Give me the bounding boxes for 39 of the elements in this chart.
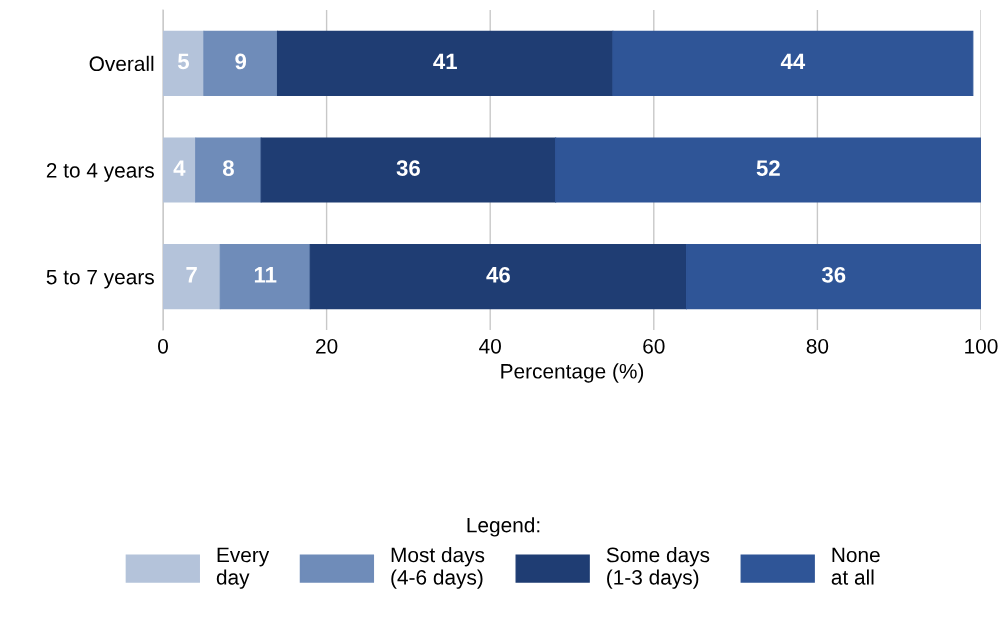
data-label: 8 (222, 160, 234, 176)
legend-label: None at all (831, 547, 880, 585)
data-label: 44 (780, 53, 806, 70)
bar (276, 30, 614, 96)
data-label: 46 (486, 266, 510, 283)
bar (685, 244, 981, 310)
data-label: 9 (235, 53, 247, 70)
data-label: 4 (173, 160, 186, 176)
x-tick-label: 100 (965, 338, 998, 354)
x-axis-title: Percentage (%) (501, 363, 644, 383)
legend-label: Every day (216, 547, 270, 589)
data-label: 11 (254, 267, 277, 283)
bar (612, 30, 974, 96)
bar (195, 137, 262, 203)
data-label: 36 (821, 266, 846, 283)
bar (163, 137, 197, 203)
data-label: 41 (433, 53, 457, 70)
y-tick-label: Overall (89, 55, 154, 72)
x-tick-label: 60 (643, 338, 665, 354)
x-tick-label: 40 (479, 338, 501, 354)
y-tick-label: 2 to 4 years (46, 163, 154, 182)
bar (163, 30, 205, 96)
x-tick-label: 0 (158, 338, 168, 354)
data-label: 52 (756, 160, 780, 176)
data-label: 7 (186, 267, 197, 283)
bar (555, 137, 981, 203)
y-tick-label: 5 to 7 years (46, 269, 154, 289)
bar (219, 244, 311, 310)
x-tick-label: 20 (316, 338, 338, 354)
bar (309, 244, 688, 310)
bar (203, 30, 279, 96)
x-tick-label: 80 (806, 338, 829, 354)
data-label: 5 (177, 53, 190, 70)
bar (260, 137, 557, 203)
legend-title: Legend: (467, 517, 540, 537)
data-label: 36 (396, 160, 420, 176)
legend-label: Most days (4-6 days) (391, 546, 485, 589)
legend-label: Some days (1-3 days) (606, 546, 710, 589)
bar (163, 244, 221, 310)
